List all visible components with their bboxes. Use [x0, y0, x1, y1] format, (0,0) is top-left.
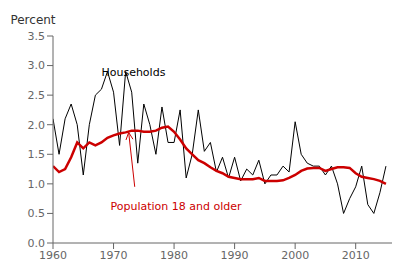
svg-text:1.0: 1.0	[28, 178, 46, 191]
svg-text:3.0: 3.0	[28, 59, 46, 72]
svg-text:Households: Households	[101, 66, 165, 79]
svg-text:1990: 1990	[221, 249, 249, 262]
svg-text:3.5: 3.5	[28, 30, 46, 43]
svg-text:2000: 2000	[281, 249, 309, 262]
svg-text:1.5: 1.5	[28, 148, 46, 161]
svg-text:0.0: 0.0	[28, 237, 46, 250]
svg-text:1980: 1980	[160, 249, 188, 262]
svg-text:1960: 1960	[39, 249, 67, 262]
svg-text:2.0: 2.0	[28, 119, 46, 132]
svg-text:Percent: Percent	[10, 13, 55, 27]
svg-text:2.5: 2.5	[28, 89, 46, 102]
svg-text:1970: 1970	[100, 249, 128, 262]
svg-text:0.5: 0.5	[28, 207, 46, 220]
svg-text:Population 18 and older: Population 18 and older	[111, 200, 243, 213]
svg-text:2010: 2010	[342, 249, 370, 262]
